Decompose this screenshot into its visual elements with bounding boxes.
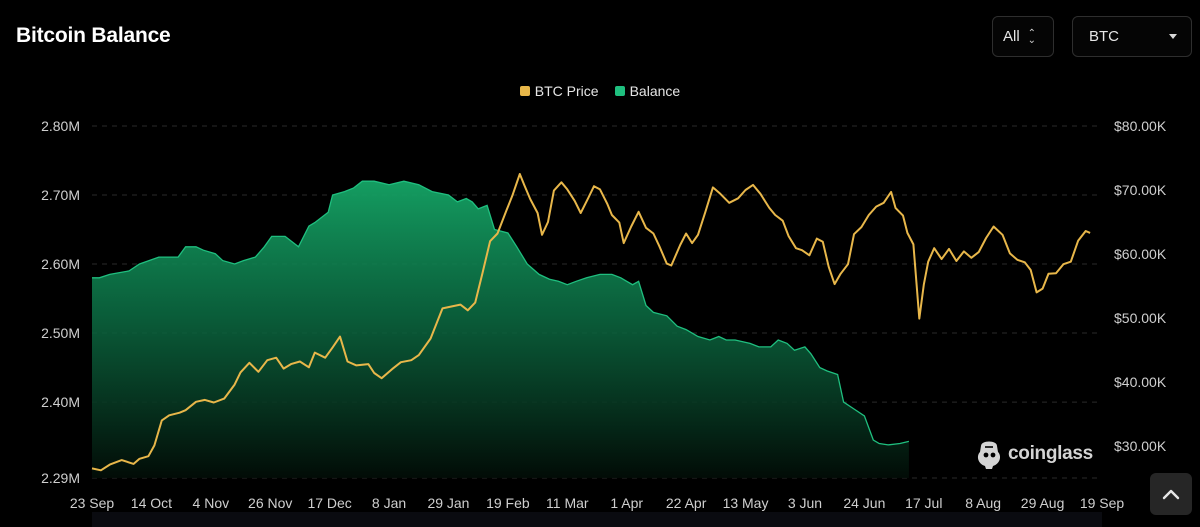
- coinglass-logo-icon: [977, 441, 1001, 469]
- x-tick-label: 17 Jul: [905, 495, 942, 511]
- x-tick-label: 19 Sep: [1080, 495, 1125, 511]
- y-left-tick-label: 2.40M: [41, 394, 80, 410]
- x-tick-label: 26 Nov: [248, 495, 292, 511]
- page-title: Bitcoin Balance: [16, 24, 171, 47]
- scroll-to-top-button[interactable]: [1150, 473, 1192, 515]
- x-tick-label: 8 Aug: [965, 495, 1001, 511]
- x-tick-label: 1 Apr: [610, 495, 643, 511]
- x-tick-label: 13 May: [723, 495, 769, 511]
- x-tick-label: 8 Jan: [372, 495, 406, 511]
- asset-select[interactable]: BTC: [1072, 16, 1192, 57]
- y-left-tick-label: 2.80M: [41, 118, 80, 134]
- x-tick-label: 11 Mar: [546, 495, 589, 511]
- legend-item-btc-price[interactable]: BTC Price: [519, 83, 599, 99]
- y-left-tick-label: 2.70M: [41, 187, 80, 203]
- chevron-down-icon: [1169, 34, 1177, 39]
- x-tick-label: 29 Aug: [1021, 495, 1065, 511]
- legend-label-balance: Balance: [629, 83, 681, 99]
- x-tick-label: 17 Dec: [307, 495, 351, 511]
- x-tick-label: 3 Jun: [788, 495, 822, 511]
- asset-select-label: BTC: [1089, 28, 1119, 45]
- watermark: coinglass: [976, 438, 1093, 470]
- y-left-tick-label: 2.60M: [41, 256, 80, 272]
- range-select-label: All: [1003, 28, 1020, 45]
- chart-navigator[interactable]: [92, 512, 1102, 527]
- y-right-tick-label: $60.00K: [1114, 246, 1167, 262]
- y-right-tick-label: $40.00K: [1114, 374, 1167, 390]
- y-left-tick-label: 2.50M: [41, 325, 80, 341]
- legend-label-btc-price: BTC Price: [534, 83, 599, 99]
- legend-swatch-btc-price: [519, 86, 530, 96]
- legend-swatch-balance: [614, 86, 625, 96]
- y-right-tick-label: $80.00K: [1114, 118, 1167, 134]
- x-tick-label: 22 Apr: [666, 495, 707, 511]
- updown-icon: ⌃ ⌄: [1027, 27, 1037, 46]
- x-tick-label: 29 Jan: [427, 495, 469, 511]
- x-tick-label: 14 Oct: [131, 495, 172, 511]
- btc-price-line: [91, 173, 1091, 472]
- chevron-up-icon: [1162, 489, 1180, 500]
- balance-line: [92, 180, 910, 446]
- y-right-tick-label: $50.00K: [1114, 310, 1167, 326]
- x-tick-label: 4 Nov: [193, 495, 230, 511]
- y-left-tick-label: 2.29M: [41, 470, 80, 486]
- price-line-layer: [91, 173, 1091, 472]
- balance-area-layer: [92, 180, 910, 478]
- range-select[interactable]: All ⌃ ⌄: [992, 16, 1054, 57]
- axis-labels: 2.29M 2.40M 2.50M 2.60M 2.70M 2.80M $30.00K $40…: [41, 118, 1167, 511]
- legend-item-balance[interactable]: Balance: [614, 83, 681, 99]
- x-tick-label: 24 Jun: [843, 495, 885, 511]
- watermark-text: coinglass: [1008, 443, 1093, 464]
- y-right-tick-label: $70.00K: [1114, 182, 1167, 198]
- x-tick-label: 19 Feb: [486, 495, 530, 511]
- balance-area: [92, 181, 909, 478]
- x-tick-label: 23 Sep: [70, 495, 115, 511]
- y-right-tick-label: $30.00K: [1114, 438, 1167, 454]
- chart-legend: BTC Price Balance: [0, 83, 1200, 99]
